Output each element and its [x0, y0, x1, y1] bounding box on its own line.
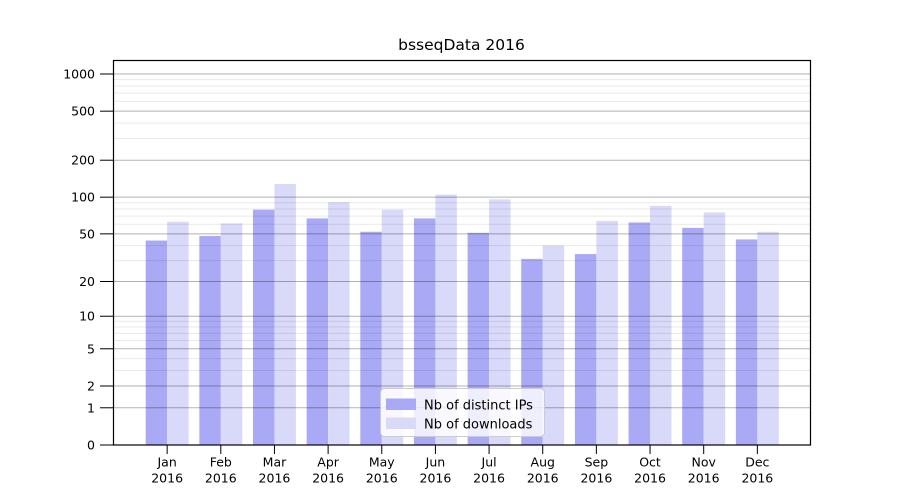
bar-distinct-ips-sep	[574, 254, 597, 445]
x-tick-label-month-aug: Aug	[531, 455, 555, 470]
y-tick-label-1: 1	[87, 400, 95, 415]
x-tick-label-month-dec: Dec	[745, 455, 769, 470]
legend-label-distinct-ips: Nb of distinct IPs	[424, 399, 533, 414]
bar-downloads-aug	[542, 245, 565, 445]
bar-downloads-oct	[650, 205, 672, 445]
x-tick-label-year-sep: 2016	[580, 471, 612, 486]
y-tick-label-1000: 1000	[63, 67, 95, 82]
y-tick-label-10: 10	[79, 309, 95, 324]
x-tick-label-month-nov: Nov	[691, 455, 716, 470]
bar-distinct-ips-jan	[145, 240, 168, 445]
y-tick-label-20: 20	[79, 274, 95, 289]
bar-downloads-apr	[328, 202, 350, 445]
x-tick-label-year-dec: 2016	[741, 471, 773, 486]
bar-downloads-feb	[220, 223, 243, 445]
y-tick-label-200: 200	[71, 153, 95, 168]
x-tick-label-month-sep: Sep	[585, 455, 609, 470]
x-tick-label-year-apr: 2016	[312, 471, 344, 486]
bar-downloads-dec	[757, 231, 779, 445]
x-tick-label-year-feb: 2016	[205, 471, 237, 486]
y-tick-label-0: 0	[87, 438, 95, 453]
x-tick-label-year-nov: 2016	[688, 471, 720, 486]
bar-distinct-ips-mar	[253, 209, 275, 445]
bar-distinct-ips-oct	[628, 222, 651, 445]
plot-frame	[112, 59, 812, 446]
x-tick-label-month-may: May	[369, 455, 395, 470]
grid-layer	[113, 73, 811, 409]
chart-title: bsseqData 2016	[398, 36, 525, 54]
bar-downloads-may	[381, 209, 404, 445]
legend-label-downloads: Nb of downloads	[424, 418, 533, 433]
legend: Nb of distinct IPs Nb of downloads	[380, 388, 545, 437]
bar-downloads-nov	[703, 212, 726, 445]
x-tick-label-month-jun: Jun	[425, 455, 446, 470]
x-tick-label-year-jul: 2016	[473, 471, 505, 486]
y-tick-label-5: 5	[87, 341, 95, 356]
x-tick-label-year-jun: 2016	[420, 471, 452, 486]
x-tick-label-month-jul: Jul	[481, 455, 497, 470]
x-tick-label-year-mar: 2016	[259, 471, 291, 486]
x-tick-label-month-jan: Jan	[157, 455, 177, 470]
bar-downloads-jan	[167, 221, 189, 445]
x-tick-label-month-apr: Apr	[317, 455, 339, 470]
bar-downloads-mar	[274, 184, 296, 445]
x-tick-label-month-mar: Mar	[263, 455, 287, 470]
x-tick-label-year-may: 2016	[366, 471, 398, 486]
y-tick-label-2: 2	[87, 379, 95, 394]
bar-downloads-jun	[435, 194, 457, 445]
bar-downloads-jul	[489, 199, 511, 445]
legend-box	[380, 388, 545, 437]
x-tick-label-year-jan: 2016	[151, 471, 183, 486]
axes-layer: Jan2016Feb2016Mar2016Apr2016May2016Jun20…	[63, 67, 773, 486]
x-tick-label-year-oct: 2016	[634, 471, 666, 486]
bar-downloads-sep	[596, 220, 618, 445]
x-tick-label-month-oct: Oct	[639, 455, 661, 470]
bar-distinct-ips-feb	[199, 236, 221, 445]
legend-swatch-downloads	[386, 417, 416, 429]
bar-distinct-ips-may	[360, 231, 382, 445]
y-tick-label-50: 50	[79, 226, 95, 241]
bar-distinct-ips-apr	[306, 218, 329, 445]
y-tick-label-500: 500	[71, 104, 95, 119]
bar-distinct-ips-dec	[735, 239, 758, 445]
x-tick-label-year-aug: 2016	[527, 471, 559, 486]
legend-swatch-distinct-ips	[386, 398, 416, 410]
bar-distinct-ips-nov	[682, 227, 704, 445]
x-tick-label-month-feb: Feb	[210, 455, 232, 470]
y-tick-label-100: 100	[71, 190, 95, 205]
